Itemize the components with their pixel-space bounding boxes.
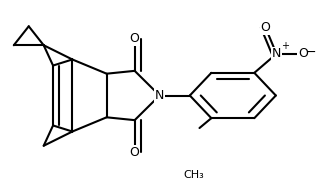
Text: O: O bbox=[130, 146, 139, 159]
Text: +: + bbox=[281, 41, 288, 51]
Text: N: N bbox=[155, 89, 164, 102]
Text: O: O bbox=[130, 32, 139, 45]
Text: CH₃: CH₃ bbox=[183, 170, 204, 180]
Text: O: O bbox=[261, 21, 270, 34]
Text: −: − bbox=[306, 46, 316, 59]
Text: O: O bbox=[298, 47, 308, 60]
Text: N: N bbox=[272, 47, 281, 60]
